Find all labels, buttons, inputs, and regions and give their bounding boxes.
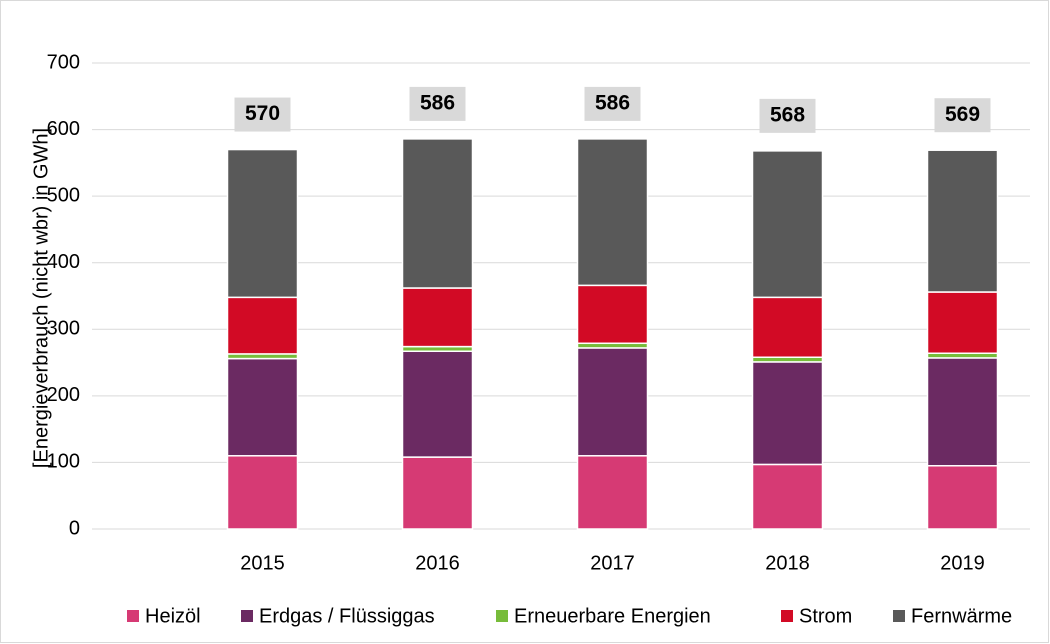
- total-label: 586: [420, 91, 455, 114]
- bar-segment: [751, 463, 824, 530]
- y-tick-label: 500: [47, 184, 80, 206]
- legend-swatch: [893, 610, 905, 622]
- bar-segment: [751, 296, 824, 358]
- bar-segment: [751, 361, 824, 466]
- total-label: 570: [245, 102, 280, 125]
- y-axis-title: [Energieverbrauch (nicht wbr) in GWh]: [30, 128, 52, 468]
- total-label-box: [584, 86, 641, 121]
- bar-segment: [401, 350, 474, 458]
- total-label-box: [759, 98, 816, 133]
- x-tick-label: 2019: [940, 552, 985, 574]
- bar-segment: [226, 148, 299, 299]
- x-tick-label: 2018: [765, 552, 810, 574]
- total-label-box: [409, 86, 466, 121]
- y-tick-label: 400: [47, 251, 80, 273]
- bar-segment: [576, 347, 649, 457]
- x-tick-label: 2017: [590, 552, 635, 574]
- legend-label: Erneuerbare Energien: [514, 605, 711, 627]
- y-tick-label: 300: [47, 318, 80, 340]
- bar-segment: [926, 465, 999, 530]
- legend-label: Heizöl: [145, 605, 201, 627]
- bar-segment: [401, 138, 474, 289]
- x-tick-label: 2015: [240, 552, 285, 574]
- total-label: 568: [770, 103, 805, 126]
- total-label-box: [934, 98, 991, 133]
- bar-segment: [926, 291, 999, 355]
- bar-segment: [226, 296, 299, 355]
- legend-label: Erdgas / Flüssiggas: [259, 605, 435, 627]
- y-tick-label: 0: [69, 517, 80, 539]
- bar-segment: [576, 138, 649, 287]
- y-tick-label: 200: [47, 384, 80, 406]
- legend-swatch: [781, 610, 793, 622]
- legend-swatch: [127, 610, 139, 622]
- bar-segment: [926, 149, 999, 293]
- y-tick-label: 600: [47, 118, 80, 140]
- legend-swatch: [241, 610, 253, 622]
- bar-segment: [576, 455, 649, 530]
- bar-segment: [226, 357, 299, 457]
- bar-segment: [401, 456, 474, 530]
- bar-segment: [751, 150, 824, 299]
- bar-segment: [926, 357, 999, 467]
- total-label: 569: [945, 103, 980, 126]
- bar-segment: [401, 287, 474, 348]
- legend-swatch: [496, 610, 508, 622]
- total-label-box: [234, 97, 291, 132]
- y-tick-label: 100: [47, 451, 80, 473]
- bar-segment: [226, 455, 299, 530]
- x-tick-label: 2016: [415, 552, 460, 574]
- bar-segment: [576, 284, 649, 345]
- y-tick-label: 700: [47, 51, 80, 73]
- legend-label: Fernwärme: [911, 605, 1012, 627]
- total-label: 586: [595, 91, 630, 114]
- legend-label: Strom: [799, 605, 852, 627]
